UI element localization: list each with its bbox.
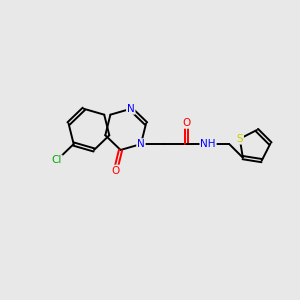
Text: S: S [236, 134, 243, 144]
Text: Cl: Cl [52, 155, 62, 165]
Text: N: N [127, 104, 135, 114]
Text: O: O [183, 118, 191, 128]
Text: O: O [111, 166, 120, 176]
Text: NH: NH [200, 139, 216, 149]
Text: N: N [137, 139, 145, 149]
